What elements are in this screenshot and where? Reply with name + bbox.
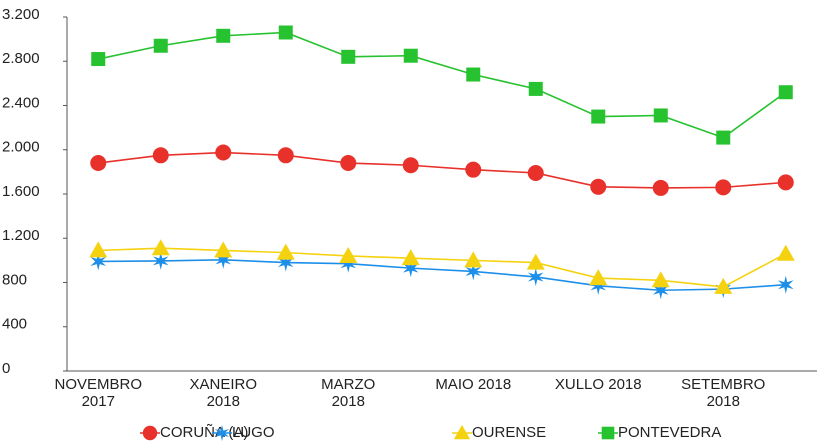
marker bbox=[589, 269, 608, 286]
marker bbox=[778, 85, 793, 100]
marker bbox=[527, 164, 544, 181]
marker bbox=[152, 251, 169, 270]
marker bbox=[465, 161, 482, 178]
legend-marker bbox=[453, 424, 471, 440]
x-tick-label: MAIO 2018 bbox=[435, 376, 512, 393]
marker bbox=[90, 155, 107, 172]
marker bbox=[341, 49, 356, 64]
marker bbox=[215, 144, 232, 161]
marker bbox=[716, 130, 731, 145]
marker bbox=[340, 254, 357, 273]
y-tick-label: 2.400 bbox=[2, 94, 40, 111]
legend-label: PONTEVEDRA bbox=[618, 424, 721, 441]
marker bbox=[277, 253, 294, 272]
marker bbox=[528, 81, 543, 96]
series-line bbox=[98, 247, 787, 288]
marker bbox=[277, 147, 294, 164]
marker bbox=[464, 251, 483, 268]
y-tick-label: 0 bbox=[2, 360, 10, 377]
marker bbox=[590, 178, 607, 195]
x-tick-label: MARZO 2018 bbox=[321, 376, 376, 410]
x-tick-label: XANEIRO 2018 bbox=[189, 376, 257, 410]
marker bbox=[651, 271, 670, 288]
y-tick-label: 3.200 bbox=[2, 6, 40, 23]
y-tick-label: 1.600 bbox=[2, 183, 40, 200]
marker bbox=[278, 25, 293, 40]
legend-label: LUGO bbox=[232, 424, 275, 441]
marker bbox=[91, 52, 106, 67]
marker bbox=[402, 157, 419, 174]
marker bbox=[527, 267, 544, 286]
marker bbox=[652, 179, 669, 196]
marker bbox=[590, 276, 607, 295]
marker bbox=[776, 244, 795, 261]
y-tick-label: 2.800 bbox=[2, 50, 40, 67]
series-line bbox=[98, 31, 787, 139]
marker bbox=[465, 262, 482, 281]
marker bbox=[652, 281, 669, 300]
x-tick-label: XULLO 2018 bbox=[554, 376, 642, 393]
marker bbox=[216, 28, 231, 43]
marker bbox=[777, 275, 794, 294]
legend-marker bbox=[142, 425, 158, 441]
x-tick-label: NOVEMBRO 2017 bbox=[54, 376, 142, 410]
legend-marker bbox=[601, 426, 615, 440]
marker bbox=[714, 277, 733, 294]
marker bbox=[153, 38, 168, 53]
marker bbox=[403, 48, 418, 63]
marker bbox=[151, 239, 170, 256]
y-tick-label: 2.000 bbox=[2, 139, 40, 156]
marker bbox=[276, 243, 295, 260]
marker bbox=[402, 259, 419, 278]
marker bbox=[526, 253, 545, 270]
legend-label: CORUÑA (A) bbox=[160, 424, 248, 441]
marker bbox=[89, 241, 108, 258]
legend-marker bbox=[214, 424, 230, 442]
marker bbox=[340, 155, 357, 172]
legend-label: OURENSE bbox=[472, 424, 546, 441]
marker bbox=[90, 252, 107, 271]
series-line bbox=[98, 151, 786, 189]
marker bbox=[215, 250, 232, 269]
y-tick-label: 1.200 bbox=[2, 227, 40, 244]
marker bbox=[777, 174, 794, 191]
marker bbox=[466, 67, 481, 82]
y-tick-label: 800 bbox=[2, 271, 27, 288]
marker bbox=[339, 246, 358, 263]
x-tick-label: SETEMBRO 2018 bbox=[681, 376, 766, 410]
marker bbox=[653, 108, 668, 123]
marker bbox=[152, 147, 169, 164]
marker bbox=[591, 109, 606, 124]
marker bbox=[401, 249, 420, 266]
series-line bbox=[98, 259, 786, 292]
marker bbox=[715, 179, 732, 196]
marker bbox=[214, 241, 233, 258]
y-tick-label: 400 bbox=[2, 316, 27, 333]
